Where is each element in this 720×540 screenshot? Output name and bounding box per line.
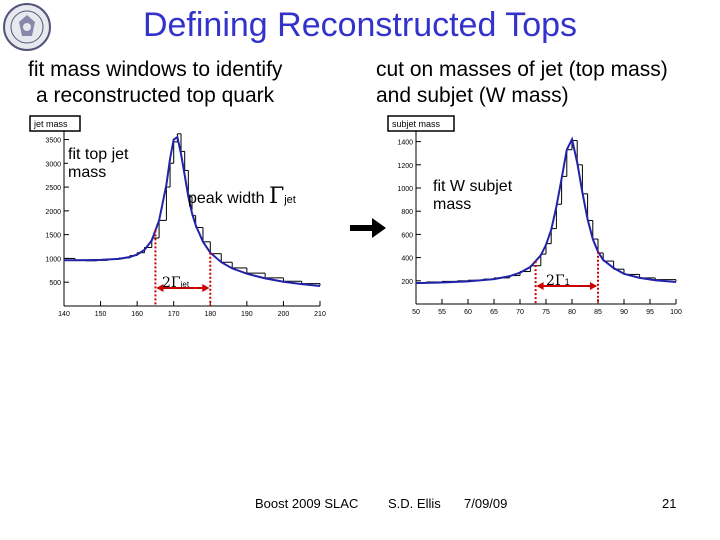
peak-width-text: peak width xyxy=(188,190,265,207)
left-x-tick-label: 160 xyxy=(131,311,143,318)
left-y-tick-label: 500 xyxy=(49,280,61,287)
left-caption: fit mass windows to identify a reconstru… xyxy=(28,57,348,109)
left-y-tick-label: 2000 xyxy=(45,209,61,216)
right-x-tick-label: 95 xyxy=(646,309,654,316)
left-y-tick-label: 2500 xyxy=(45,185,61,192)
footer-author: S.D. Ellis xyxy=(388,496,441,511)
jet-mass-plot: 140 150 160 170 180 190 200 210 500 1000 1500 2000 2… xyxy=(29,112,348,324)
right-window-arrowhead-left xyxy=(536,282,544,290)
right-x-tick-label: 100 xyxy=(670,309,682,316)
peak-width-sub: jet xyxy=(284,194,296,206)
right-window-gamma: 2Γ xyxy=(546,273,565,289)
left-x-tick-label: 210 xyxy=(314,311,326,318)
right-x-tick-label: 55 xyxy=(438,309,446,316)
right-x-tick-label: 65 xyxy=(490,309,498,316)
left-x-tick-label: 200 xyxy=(278,311,290,318)
left-window-arrowhead-right xyxy=(202,284,210,292)
right-x-tick-label: 70 xyxy=(516,309,524,316)
footer-event: Boost 2009 SLAC xyxy=(255,496,359,511)
left-x-tick-label: 150 xyxy=(95,311,107,318)
slide-title: Defining Reconstructed Tops xyxy=(142,6,578,44)
right-y-tick-label: 1400 xyxy=(397,140,413,147)
left-y-tick-label: 1500 xyxy=(45,233,61,240)
footer-page-number: 21 xyxy=(662,496,677,511)
peak-width-label: peak width Γjet xyxy=(188,184,296,209)
fit-w-subjet-mass-label: fit W subjet mass xyxy=(433,178,541,214)
right-window-label: 2Γ1 xyxy=(546,272,570,289)
left-x-tick-label: 190 xyxy=(241,311,253,318)
left-x-tick-label: 180 xyxy=(204,311,216,318)
right-fit-curve xyxy=(415,136,677,285)
right-arrow-icon xyxy=(350,218,386,238)
right-y-tick-label: 400 xyxy=(401,256,413,263)
right-y-tick-label: 1200 xyxy=(397,163,413,170)
right-window-sub: 1 xyxy=(564,277,570,287)
left-caption-line-1: fit mass windows to identify xyxy=(28,58,283,81)
right-x-tick-label: 80 xyxy=(568,309,576,316)
right-y-tick-label: 1000 xyxy=(397,186,413,193)
subjet-mass-plot-title: subjet mass xyxy=(392,119,441,129)
peak-width-gamma: Γ xyxy=(268,184,285,209)
right-x-tick-label: 50 xyxy=(412,309,420,316)
right-caption-line-1: cut on masses of jet (top mass) xyxy=(376,58,668,81)
right-x-tick-label: 60 xyxy=(464,309,472,316)
left-window-sub: jet xyxy=(180,280,190,289)
left-x-tick-label: 170 xyxy=(168,311,180,318)
footer-date: 7/09/09 xyxy=(464,496,508,511)
fit-top-jet-mass-label: fit top jet mass xyxy=(68,146,148,182)
left-window-arrowhead-left xyxy=(156,284,164,292)
jet-mass-plot-title: jet mass xyxy=(33,119,68,129)
right-y-tick-label: 600 xyxy=(401,232,413,239)
right-x-tick-label: 90 xyxy=(620,309,628,316)
left-y-tick-label: 3500 xyxy=(45,138,61,145)
right-x-tick-label: 85 xyxy=(594,309,602,316)
right-caption-line-2: and subjet (W mass) xyxy=(376,84,569,107)
left-x-tick-label: 140 xyxy=(58,311,70,318)
left-y-tick-label: 1000 xyxy=(45,256,61,263)
university-seal-icon xyxy=(3,3,51,51)
subjet-mass-plot: 50 55 60 65 70 75 80 85 90 95 100 200 400 600 800 1000 1… xyxy=(386,112,686,324)
left-window-gamma: 2Γ xyxy=(162,275,181,291)
right-caption: cut on masses of jet (top mass) and subj… xyxy=(376,57,720,109)
right-y-tick-label: 800 xyxy=(401,209,413,216)
right-x-tick-label: 75 xyxy=(542,309,550,316)
left-window-label: 2Γjet xyxy=(162,274,189,291)
right-y-tick-label: 200 xyxy=(401,279,413,286)
left-y-tick-label: 3000 xyxy=(45,161,61,168)
left-fit-curve xyxy=(64,135,321,287)
left-caption-line-2: a reconstructed top quark xyxy=(36,84,275,107)
right-window-arrowhead-right xyxy=(590,282,597,290)
